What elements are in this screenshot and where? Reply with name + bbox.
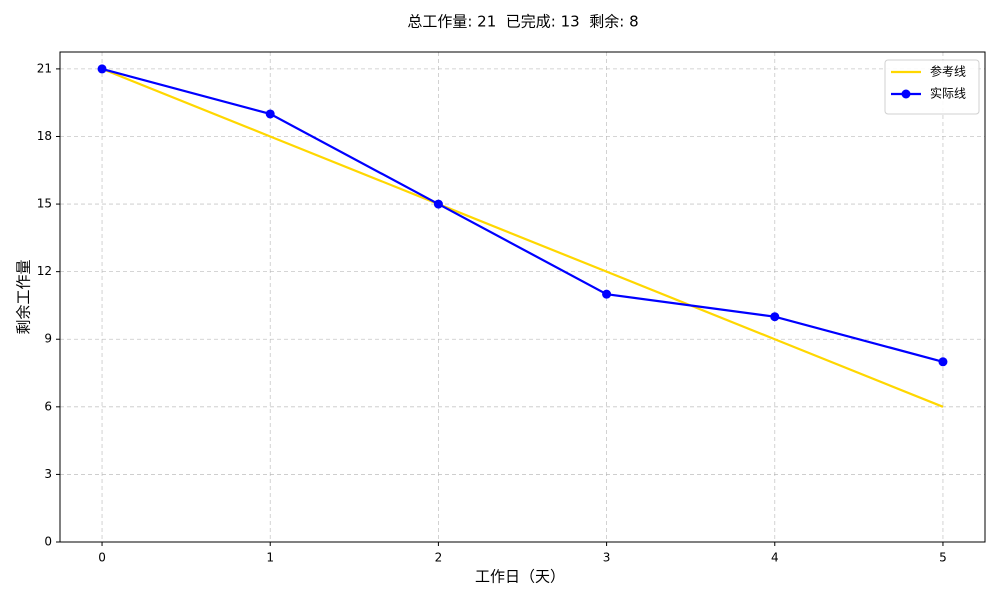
data-point <box>770 312 780 322</box>
x-tick-label: 3 <box>603 551 611 565</box>
legend-label: 参考线 <box>930 64 966 79</box>
data-point <box>97 64 107 74</box>
chart-title: 总工作量: 21 已完成: 13 剩余: 8 <box>407 13 638 31</box>
legend-box <box>884 59 980 115</box>
data-line <box>101 67 944 363</box>
y-tick-label: 9 <box>44 332 52 346</box>
y-axis-label: 剩余工作量 <box>15 259 33 334</box>
data-point <box>433 199 443 209</box>
y-tick-label: 0 <box>44 535 52 549</box>
data-point <box>938 357 948 367</box>
data-point <box>265 109 275 119</box>
y-tick-label: 18 <box>37 129 52 143</box>
legend-label: 实际线 <box>930 86 966 101</box>
x-axis-label: 工作日（天） <box>475 568 565 586</box>
plot-frame <box>59 51 986 543</box>
x-tick-label: 2 <box>435 551 443 565</box>
legend-marker <box>901 89 911 99</box>
x-tick-label: 4 <box>771 551 779 565</box>
y-tick-label: 21 <box>37 61 52 75</box>
y-tick-label: 3 <box>44 467 52 481</box>
y-tick-label: 15 <box>37 197 52 211</box>
x-tick-label: 0 <box>98 551 106 565</box>
x-tick-label: 5 <box>939 551 947 565</box>
data-point <box>602 289 612 299</box>
y-tick-label: 12 <box>37 264 52 278</box>
y-tick-label: 6 <box>44 399 52 413</box>
data-line <box>101 67 944 408</box>
x-tick-label: 1 <box>266 551 274 565</box>
